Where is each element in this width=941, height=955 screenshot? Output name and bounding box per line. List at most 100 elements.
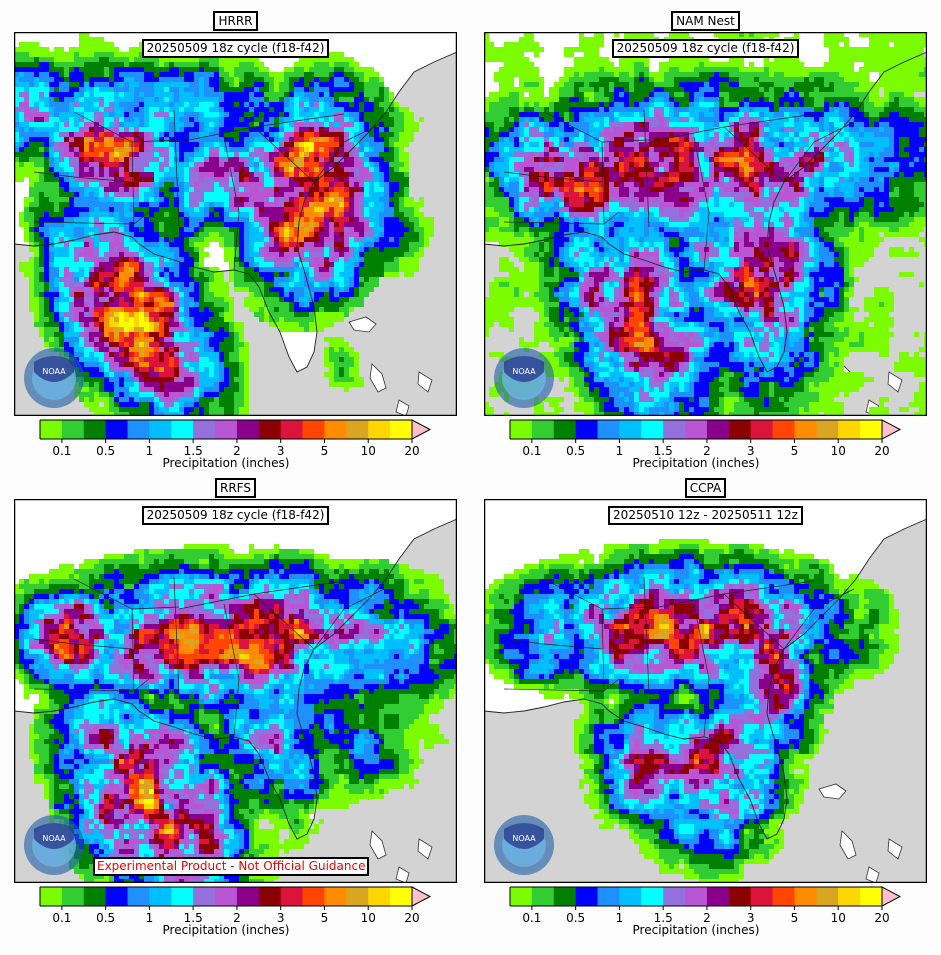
colorbar-swatch — [531, 887, 555, 906]
coastline — [484, 32, 927, 373]
state-border — [783, 588, 855, 650]
noaa-logo-icon: NOAA — [494, 348, 554, 408]
map-frame — [14, 32, 457, 416]
colorbar-tick-label: 20 — [874, 911, 889, 925]
colorbar-swatch — [685, 420, 708, 439]
colorbar-tick-label: 2 — [703, 911, 711, 925]
colorbar-tick-label: 10 — [361, 911, 376, 925]
island — [369, 363, 387, 393]
colorbar-label: Precipitation (inches) — [632, 456, 760, 470]
colorbar-extend — [881, 419, 902, 440]
colorbar: 0.1 0.5 1 1.5 2 3 5 10 20 Precipitation (inches) — [509, 886, 910, 937]
colorbar-swatch — [171, 420, 194, 439]
colorbar-tick-label: 10 — [831, 911, 846, 925]
island — [417, 371, 433, 393]
colorbar-tick-label: 0.5 — [566, 911, 585, 925]
colorbar-tick-label: 1.5 — [654, 911, 673, 925]
colorbar-swatch — [794, 420, 817, 439]
state-border — [693, 136, 710, 271]
colorbar-tick-label: 1.5 — [184, 911, 203, 925]
state-border — [223, 136, 240, 271]
state-border — [173, 109, 180, 228]
colorbar-swatch — [193, 420, 216, 439]
colorbar-tick-label: 2 — [233, 911, 241, 925]
precip-field — [14, 32, 434, 416]
state-border — [33, 171, 133, 183]
state-border — [643, 109, 650, 228]
island — [839, 830, 857, 860]
colorbar-swatch — [553, 887, 577, 906]
colorbar-tick-label: 3 — [747, 911, 755, 925]
state-border — [543, 111, 603, 143]
colorbar-extend — [881, 886, 902, 907]
island — [369, 830, 387, 860]
map-frame — [484, 32, 927, 416]
colorbar-swatch — [105, 887, 128, 906]
panel-nam-nest: NOAA NAM Nest 20250509 18z cycle (f18-f4… — [484, 11, 927, 416]
precip-field — [484, 539, 899, 883]
colorbar-swatch — [816, 420, 839, 439]
colorbar-swatch — [706, 420, 730, 439]
colorbar-tick-label: 20 — [404, 911, 419, 925]
colorbar-swatch — [280, 420, 303, 439]
colorbar-tick-label: 0.1 — [52, 444, 71, 458]
colorbar-swatch — [324, 420, 347, 439]
colorbar-swatch — [728, 420, 752, 439]
colorbar-extend — [411, 886, 432, 907]
colorbar-scale: 0.1 0.5 1 1.5 2 3 5 10 20 — [39, 419, 432, 458]
state-border — [313, 121, 385, 183]
coastline — [484, 499, 927, 840]
state-border — [131, 608, 135, 692]
state-border — [543, 578, 603, 610]
colorbar-swatch — [193, 887, 216, 906]
colorbar-swatch — [61, 420, 85, 439]
colorbar-swatch — [40, 420, 63, 439]
colorbar-swatch — [127, 887, 150, 906]
island — [417, 838, 433, 860]
colorbar-scale: 0.1 0.5 1 1.5 2 3 5 10 20 — [509, 419, 902, 458]
noaa-logo-icon: NOAA — [494, 815, 554, 875]
colorbar-swatch — [149, 887, 172, 906]
model-title-text: CCPA — [684, 478, 727, 498]
colorbar-tick-label: 5 — [791, 911, 799, 925]
colorbar-swatch — [510, 420, 533, 439]
model-title-text: RRFS — [215, 478, 256, 498]
colorbar-tick-label: 1 — [616, 911, 624, 925]
colorbar-swatch — [794, 887, 817, 906]
precip-map: NOAA — [14, 499, 457, 883]
colorbar-swatch — [706, 887, 730, 906]
colorbar-swatch — [597, 887, 620, 906]
colorbar-tick-label: 10 — [361, 444, 376, 458]
cycle-label: 20250509 18z cycle (f18-f42) — [14, 504, 457, 525]
colorbar-swatch — [390, 887, 413, 906]
cycle-label-text: 20250509 18z cycle (f18-f42) — [141, 506, 330, 525]
colorbar-swatch — [127, 420, 150, 439]
colorbar: 0.1 0.5 1 1.5 2 3 5 10 20 Precipitation (inches) — [39, 886, 440, 937]
island — [887, 838, 903, 860]
coastline — [14, 32, 457, 373]
colorbar-swatch — [510, 887, 533, 906]
state-border — [723, 126, 785, 183]
colorbar-swatch — [619, 887, 642, 906]
panel-hrrr: NOAA HRRR 20250509 18z cycle (f18-f42) — [14, 11, 457, 416]
colorbar-tick-label: 2 — [703, 444, 711, 458]
colorbar-swatch — [685, 887, 708, 906]
colorbar-swatch — [368, 420, 391, 439]
panel-ccpa: NOAA CCPA 20250510 12z - 20250511 12z — [484, 478, 927, 883]
cycle-label: 20250510 12z - 20250511 12z — [484, 504, 927, 525]
precip-map: NOAA — [484, 499, 927, 883]
colorbar-swatch — [258, 887, 282, 906]
colorbar-swatch — [619, 420, 642, 439]
island — [395, 399, 410, 416]
colorbar-swatch — [597, 420, 620, 439]
cycle-label-text: 20250510 12z - 20250511 12z — [608, 506, 803, 525]
colorbar-tick-label: 20 — [404, 444, 419, 458]
colorbar-swatch — [302, 420, 325, 439]
colorbar-scale: 0.1 0.5 1 1.5 2 3 5 10 20 — [39, 886, 432, 925]
colorbar: 0.1 0.5 1 1.5 2 3 5 10 20 Precipitation (inches) — [509, 419, 910, 470]
island — [818, 783, 847, 800]
colorbar-tick-label: 3 — [747, 444, 755, 458]
colorbar-swatch — [171, 887, 194, 906]
colorbar-tick-label: 1.5 — [184, 444, 203, 458]
colorbar-swatch — [390, 420, 413, 439]
